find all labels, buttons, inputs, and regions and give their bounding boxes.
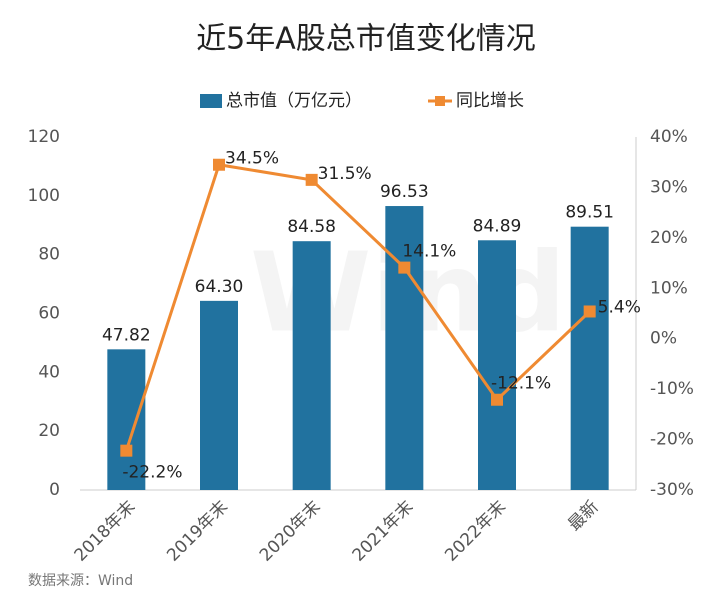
- x-tick-label: 2018年末: [71, 497, 140, 566]
- line-marker: [491, 393, 503, 406]
- line-value-label: -12.1%: [491, 374, 551, 394]
- x-tick-label: 2021年末: [349, 497, 418, 566]
- x-tick-label: 2020年末: [256, 497, 325, 566]
- line-marker: [583, 305, 596, 318]
- line: [124, 163, 591, 452]
- legend-label: 同比增长: [456, 91, 524, 111]
- y2-tick-label: 40%: [650, 127, 688, 147]
- bar: [292, 241, 331, 490]
- bar-value-label: 47.82: [102, 325, 151, 345]
- source-note: 数据来源：Wind: [28, 573, 133, 589]
- y-tick-label: 40: [38, 362, 60, 382]
- x-tick-label: 最新: [565, 497, 603, 535]
- line-marker: [213, 158, 225, 171]
- x-tick-label: 2022年末: [441, 497, 510, 566]
- y-tick-label: 0: [49, 480, 60, 500]
- bar-value-label: 96.53: [380, 182, 429, 202]
- y-tick-label: 60: [38, 304, 60, 324]
- y-tick-label: 120: [28, 127, 60, 147]
- bar: [385, 206, 424, 490]
- bar: [478, 240, 516, 490]
- bar-value-label: 84.58: [287, 217, 336, 237]
- y2-tick-label: 30%: [650, 177, 688, 197]
- y-tick-label: 80: [38, 245, 60, 265]
- chart-title: 近5年A股总市值变化情况: [196, 22, 536, 57]
- y2-tick-label: -10%: [650, 379, 694, 399]
- bar-value-label: 84.89: [473, 216, 522, 236]
- bar: [107, 349, 146, 490]
- y-tick-label: 100: [28, 186, 60, 206]
- legend-label: 总市值（万亿元）: [226, 91, 362, 111]
- line-value-label: 31.5%: [318, 164, 372, 184]
- line-value-label: 34.5%: [225, 149, 279, 169]
- line-marker: [305, 173, 318, 186]
- bar: [200, 300, 238, 490]
- legend-marker: [435, 96, 445, 106]
- line-value-label: 5.4%: [598, 297, 641, 317]
- y2-tick-label: -20%: [650, 430, 694, 450]
- y2-tick-label: 10%: [650, 278, 688, 298]
- line-marker: [398, 261, 411, 274]
- y2-tick-label: 0%: [650, 329, 677, 349]
- x-tick-label: 2019年末: [163, 497, 232, 566]
- y2-tick-label: -30%: [650, 480, 694, 500]
- line-value-label: -22.2%: [122, 463, 182, 483]
- line-marker: [120, 444, 133, 457]
- bar-value-label: 89.51: [565, 203, 614, 223]
- legend-swatch: [200, 94, 222, 108]
- y-tick-label: 20: [38, 421, 60, 441]
- bar: [570, 226, 609, 491]
- bar-value-label: 64.30: [195, 277, 244, 297]
- line-value-label: 14.1%: [402, 242, 456, 262]
- y2-tick-label: 20%: [650, 228, 688, 248]
